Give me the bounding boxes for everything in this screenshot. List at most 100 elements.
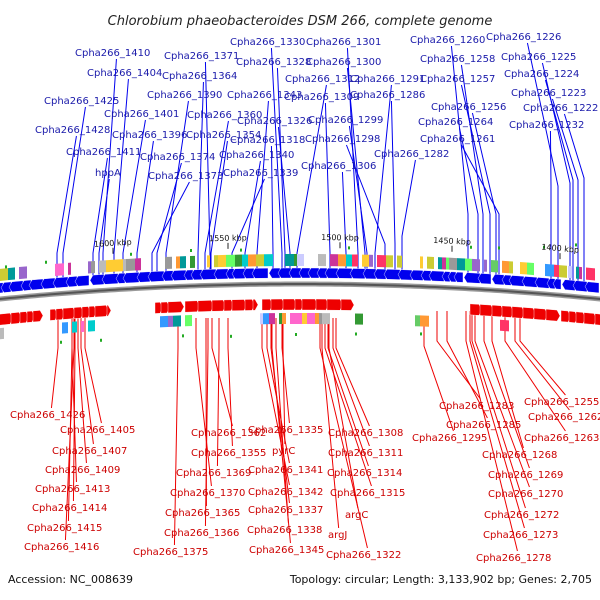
misc-feature	[498, 246, 500, 250]
leader-line	[471, 112, 497, 281]
gene-arrow	[409, 269, 424, 281]
forward-gene-label: Cpha266_1312	[285, 74, 360, 85]
forward-gene-label: Cpha266_1318	[230, 135, 305, 146]
forward-gene-label: Cpha266_1343	[227, 90, 302, 101]
leader-line	[275, 318, 289, 524]
cog-block	[290, 313, 293, 325]
gene-arrow	[0, 281, 12, 293]
reverse-gene-label: Cpha266_1414	[32, 503, 107, 514]
reverse-gene-label: Cpha266_1365	[165, 508, 240, 519]
gene-arrow	[251, 267, 269, 279]
forward-gene-label: Cpha266_1410	[75, 48, 150, 59]
reverse-gene-label: Cpha266_1338	[247, 525, 322, 536]
gene-arrow	[546, 278, 556, 290]
reverse-gene-label: Cpha266_1262	[528, 412, 600, 423]
leader-line	[270, 47, 283, 275]
reverse-gene-label: argC	[345, 510, 368, 521]
kbp-label: 1450 kbp	[433, 236, 471, 247]
kbp-label: 1400 kbp	[541, 243, 579, 255]
leader-line	[211, 318, 233, 427]
cog-block	[315, 313, 319, 325]
forward-gene-label: Cpha266_1222	[523, 103, 598, 114]
leader-line	[244, 160, 261, 275]
leader-line	[390, 100, 396, 276]
forward-gene-label: Cpha266_1291	[350, 74, 425, 85]
leader-line	[151, 181, 190, 278]
gene-arrow	[477, 273, 492, 285]
cog-block	[297, 254, 304, 267]
cog-block	[319, 313, 322, 325]
leader-line	[231, 178, 265, 275]
gene-arrow	[324, 267, 339, 279]
forward-gene-label: Cpha266_1309	[284, 92, 359, 103]
cog-block	[294, 254, 297, 267]
gene-arrow	[552, 278, 562, 290]
cog-block	[346, 254, 352, 267]
genome-backbone	[0, 281, 600, 302]
leader-line	[519, 311, 566, 396]
gene-arrow	[584, 281, 600, 294]
cog-block	[8, 267, 15, 281]
cog-block	[386, 255, 393, 268]
reverse-gene-label: Cpha266_1370	[170, 488, 245, 499]
reverse-gene-label: Cpha266_1270	[488, 489, 563, 500]
leader-line	[195, 318, 212, 487]
gene-arrow	[252, 299, 259, 311]
cog-block	[293, 313, 302, 325]
forward-gene-label: Cpha266_1330	[230, 37, 305, 48]
genome-summary: Topology: circular; Length: 3,133,902 bp…	[289, 573, 592, 586]
leader-line	[204, 61, 211, 276]
reverse-gene-label: Cpha266_1283	[439, 401, 514, 412]
gene-arrow	[340, 299, 355, 311]
gene-arrow	[307, 267, 320, 279]
cog-block	[88, 320, 95, 332]
kbp-ruler: 1600 kbp 1550 kbp 1500 kbp 1450 kbp 1400 kbp	[94, 233, 579, 260]
forward-gene-label: Cpha266_1401	[104, 109, 179, 120]
cog-block	[576, 266, 579, 279]
cog-block	[554, 264, 559, 278]
reverse-gene-label: Cpha266_1409	[45, 465, 120, 476]
cog-block	[282, 313, 286, 325]
cog-block	[338, 254, 346, 267]
forward-cog-tracks	[0, 243, 595, 281]
reverse-gene-label: Cpha266_1335	[248, 425, 323, 436]
gene-arrow	[420, 270, 432, 282]
leader-line	[549, 130, 552, 285]
misc-feature	[5, 265, 7, 269]
leader-line	[256, 100, 269, 275]
cog-block	[509, 261, 513, 274]
leader-line	[227, 318, 233, 447]
forward-gene-label: Cpha266_1261	[420, 134, 495, 145]
cog-block	[568, 265, 572, 279]
misc-feature	[470, 245, 472, 249]
leader-line	[401, 159, 416, 276]
leader-line	[436, 311, 481, 400]
leader-line	[544, 79, 574, 287]
leader-line	[56, 135, 77, 284]
leader-line	[296, 84, 327, 275]
cog-block	[248, 254, 256, 267]
reverse-gene-label: Cpha266_1345	[249, 545, 324, 556]
cog-block	[242, 254, 248, 267]
cog-block	[579, 266, 582, 280]
reverse-leader-lines	[50, 311, 570, 552]
forward-gene-label: Cpha266_1300	[306, 57, 381, 68]
cog-block	[302, 313, 307, 325]
gene-arrow	[40, 277, 56, 290]
gene-arrow	[463, 272, 481, 284]
cog-block	[500, 319, 509, 332]
leader-line	[210, 140, 228, 276]
cog-block	[135, 258, 141, 271]
reverse-strand-genes	[0, 298, 600, 326]
cog-block	[415, 315, 420, 327]
cog-block	[420, 256, 423, 269]
cog-block	[446, 257, 449, 270]
gene-arrow	[397, 269, 413, 281]
accession: Accession: NC_008639	[8, 573, 134, 586]
leader-line	[266, 318, 290, 464]
cog-block	[362, 254, 369, 267]
forward-gene-label: Cpha266_1371	[164, 51, 239, 62]
gene-arrow	[268, 267, 281, 279]
forward-gene-label: Cpha266_1360	[187, 110, 262, 121]
gene-arrow	[184, 300, 201, 313]
